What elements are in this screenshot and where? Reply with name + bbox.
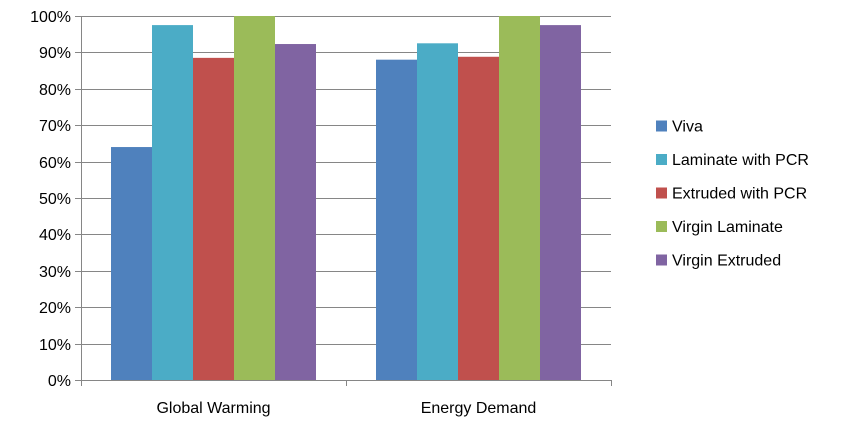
bar-extruded-with-pcr xyxy=(458,56,499,380)
y-tick-label: 10% xyxy=(39,337,71,354)
bar-virgin-laminate xyxy=(499,16,540,380)
y-tick-label: 0% xyxy=(48,373,71,390)
legend-swatch xyxy=(656,154,667,165)
y-tick-label: 60% xyxy=(39,155,71,172)
axis-labels: 0% 10% 20% 30% 40% 50% 60% 70% 80% 90% 100% Global … xyxy=(30,9,536,417)
y-tick-label: 40% xyxy=(39,227,71,244)
y-tick-label: 50% xyxy=(39,191,71,208)
x-category-label: Energy Demand xyxy=(421,400,537,417)
legend-swatch xyxy=(656,254,667,266)
legend-swatch xyxy=(656,120,667,132)
y-tick-label: 100% xyxy=(30,9,71,26)
bar-laminate-with-pcr xyxy=(152,25,193,380)
bar-virgin-laminate xyxy=(234,16,275,380)
y-tick-label: 30% xyxy=(39,264,71,281)
bar-viva xyxy=(111,147,152,380)
y-tick-label: 90% xyxy=(39,45,71,62)
legend-label: Viva xyxy=(672,119,703,136)
bar-virgin-extruded xyxy=(540,25,581,380)
x-category-label: Global Warming xyxy=(156,400,270,417)
legend-label: Extruded with PCR xyxy=(672,186,807,203)
bar-viva xyxy=(376,59,417,381)
legend-label: Virgin Laminate xyxy=(672,219,783,236)
y-tick-label: 20% xyxy=(39,300,71,317)
y-tick-label: 80% xyxy=(39,82,71,99)
bar-extruded-with-pcr xyxy=(193,57,234,381)
bars xyxy=(111,16,581,381)
bar-laminate-with-pcr xyxy=(417,43,458,381)
legend-label: Virgin Extruded xyxy=(672,253,781,270)
axes xyxy=(75,16,612,386)
legend-swatch xyxy=(656,187,667,199)
legend-swatch xyxy=(656,221,667,232)
bar-virgin-extruded xyxy=(275,44,316,380)
y-tick-label: 70% xyxy=(39,118,71,135)
legend-label: Laminate with PCR xyxy=(672,152,809,169)
legend: Viva Laminate with PCR Extruded with PCR Vi… xyxy=(656,119,809,270)
